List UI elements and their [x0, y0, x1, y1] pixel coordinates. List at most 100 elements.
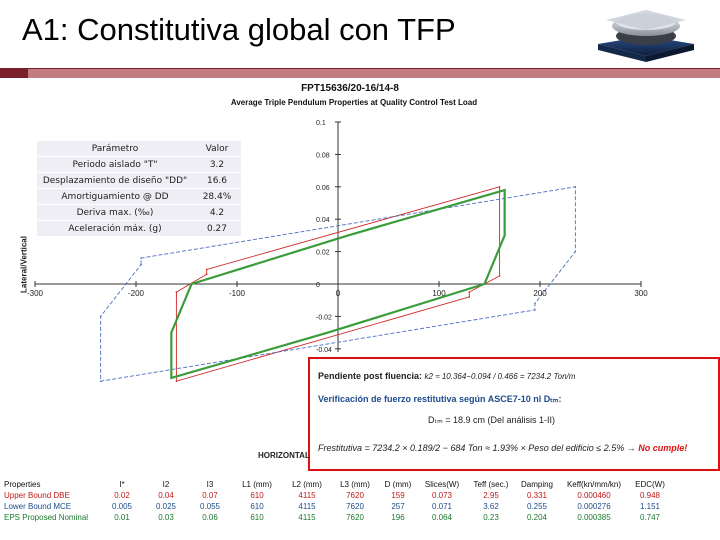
props-cell: 0.02 [114, 491, 130, 500]
props-cell: 0.064 [431, 513, 453, 522]
callout-force-formula: Frestitutiva = 7234.2 × 0.189/2 − 684 To… [318, 443, 636, 453]
series-point [534, 309, 536, 311]
y-tick-label: 0 [316, 282, 320, 289]
series-point [574, 186, 577, 188]
table-header-parametro: Parámetro [37, 141, 193, 157]
callout-slope-line: Pendiente post fluencia: k2 ≈ 10.364−0.0… [318, 371, 575, 381]
callout-verification-heading: Verificación de fuerzo restitutiva según… [318, 394, 562, 404]
props-cell: 0.000276 [577, 502, 611, 511]
table-cell-value: 0.27 [193, 220, 241, 237]
props-header: I* [119, 480, 125, 489]
series-point [498, 186, 501, 188]
props-cell: 0.071 [431, 502, 453, 511]
props-cell: 610 [250, 502, 264, 511]
props-cell: 7620 [346, 491, 364, 500]
x-tick-label: 300 [634, 289, 648, 298]
series-point [205, 273, 208, 276]
props-header: D (mm) [384, 480, 412, 489]
props-cell: 0.255 [526, 502, 548, 511]
table-cell-param: Periodo aislado "T" [37, 156, 193, 173]
table-cell-value: 28.4% [193, 188, 241, 205]
props-header: L2 (mm) [292, 480, 322, 489]
props-cell: 0.747 [639, 513, 661, 522]
props-cell: 4115 [298, 502, 316, 511]
series-point [99, 380, 102, 383]
props-header: L3 (mm) [340, 480, 370, 489]
series-point [483, 283, 486, 285]
props-cell: 0.07 [202, 491, 218, 500]
table-cell-value: 3.2 [193, 156, 241, 173]
props-cell: 0.000385 [577, 513, 611, 522]
series-point [574, 250, 577, 253]
props-cell: 610 [250, 491, 264, 500]
chart-title: FPT15636/20-16/14-8 [301, 83, 399, 94]
table-cell-param: Aceleración máx. (g) [37, 220, 193, 237]
table-cell-value: 16.6 [193, 172, 241, 189]
properties-header-row: Properties I* I2 I3 L1 (mm) L2 (mm) L3 (… [4, 479, 670, 490]
props-cell: 0.04 [158, 491, 174, 500]
props-header: Damping [520, 480, 553, 489]
isolator-logo-icon [598, 10, 694, 62]
y-tick-label: 0.06 [316, 185, 330, 192]
series-point [205, 268, 208, 271]
x-tick-label: 100 [432, 289, 446, 298]
properties-row: Upper Bound DBE 0.02 0.04 0.07 610 4115 … [4, 490, 670, 501]
props-cell: 0.03 [158, 513, 174, 522]
series-point [99, 315, 102, 318]
x-axis-label: HORIZONTAL [258, 451, 310, 460]
table-cell-param: Amortiguamiento @ DD [37, 188, 193, 205]
series-point [534, 302, 536, 305]
props-cell: 0.025 [155, 502, 177, 511]
props-cell: 1.151 [639, 502, 661, 511]
props-header: Slices(W) [424, 480, 460, 489]
y-tick-label: -0.02 [316, 314, 332, 321]
slide-title: A1: Constitutiva global con TFP [22, 12, 456, 47]
props-header: Teff (sec.) [473, 480, 509, 489]
series-point [468, 296, 471, 298]
props-cell: EPS Proposed Nominal [4, 513, 89, 522]
series-point [503, 189, 506, 191]
props-cell: 610 [250, 513, 264, 522]
props-cell: 0.23 [483, 513, 499, 522]
callout-result: No cumple! [638, 443, 688, 453]
props-header: Properties [4, 480, 41, 489]
table-header-row: Parámetro Valor [37, 141, 241, 157]
series-point [170, 377, 173, 379]
properties-table: Properties I* I2 I3 L1 (mm) L2 (mm) L3 (… [4, 479, 670, 523]
callout-slope-label: Pendiente post fluencia: [318, 371, 423, 381]
props-cell: 159 [391, 491, 405, 500]
table-row: Amortiguamiento @ DD 28.4% [37, 188, 241, 205]
props-cell: 7620 [346, 502, 364, 511]
props-cell: 196 [391, 513, 405, 522]
table-cell-param: Deriva max. (‰) [37, 204, 193, 221]
y-tick-label: 0.1 [316, 120, 326, 127]
x-tick-label: 200 [533, 289, 547, 298]
x-tick-label: 0 [336, 289, 341, 298]
table-row: Periodo aislado "T" 3.2 [37, 156, 241, 173]
callout-slope-formula: k2 ≈ 10.364−0.094 / 0.466 = 7234.2 Ton/m [424, 372, 576, 381]
y-tick-label: 0.08 [316, 152, 330, 159]
props-cell: Upper Bound DBE [4, 491, 70, 500]
x-tick-label: -200 [128, 289, 145, 298]
series-point [327, 331, 329, 334]
props-cell: 2.95 [483, 491, 499, 500]
series-point [468, 291, 471, 293]
series-point [503, 234, 506, 237]
props-cell: Lower Bound MCE [4, 502, 72, 511]
series-point [140, 263, 142, 266]
props-cell: 3.62 [483, 502, 499, 511]
props-cell: 0.948 [639, 491, 661, 500]
x-tick-label: -300 [27, 289, 44, 298]
series-point [498, 275, 501, 277]
props-cell: 4115 [298, 491, 316, 500]
props-cell: 0.005 [111, 502, 133, 511]
y-tick-label: -0.04 [316, 347, 332, 354]
table-row: Desplazamiento de diseño "DD" 16.6 [37, 172, 241, 189]
props-cell: 0.331 [526, 491, 548, 500]
parameter-table: Parámetro Valor Periodo aislado "T" 3.2 … [37, 141, 241, 237]
series-point [140, 257, 142, 259]
table-row: Deriva max. (‰) 4.2 [37, 204, 241, 221]
chart-subtitle: Average Triple Pendulum Properties at Qu… [230, 98, 478, 107]
table-cell-param: Desplazamiento de diseño "DD" [37, 172, 193, 189]
